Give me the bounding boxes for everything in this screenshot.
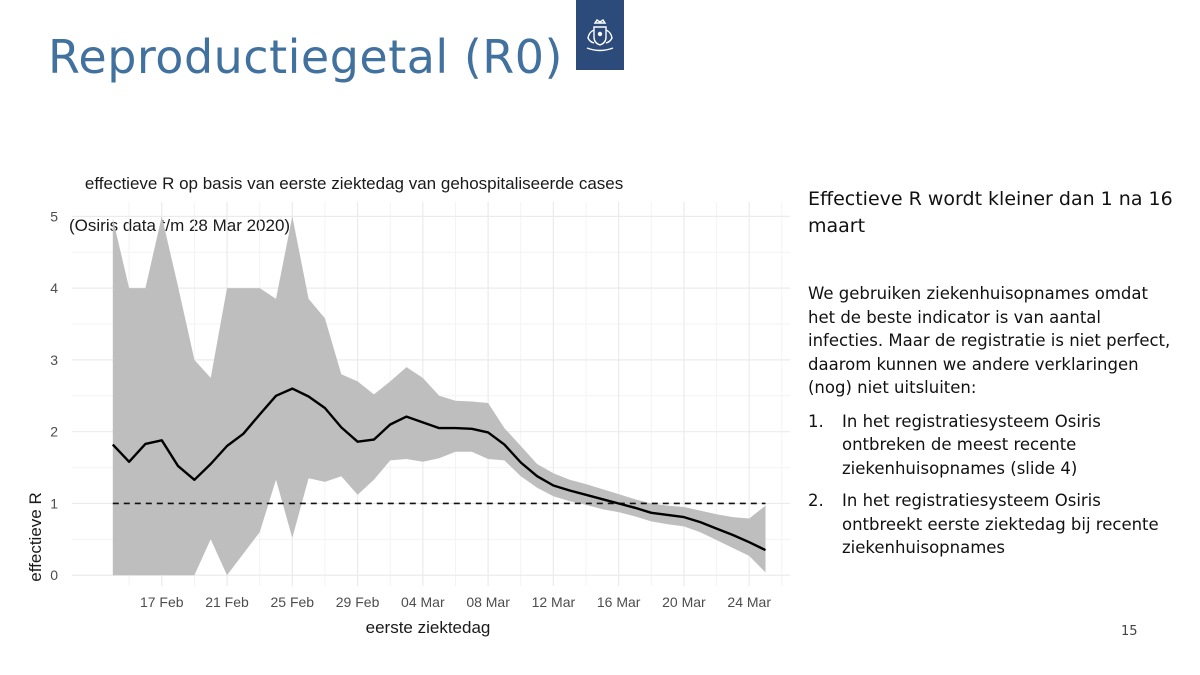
list-text: In het registratiesysteem Osiris ontbrek… (842, 411, 1101, 478)
right-panel: Effectieve R wordt kleiner dan 1 na 16 m… (808, 186, 1178, 569)
chart-plot: 17 Feb 21 Feb 25 Feb 29 Feb 04 Mar 08 Mar 12 M… (26, 202, 790, 637)
slide-title: Reproductiegetal (R0) (48, 30, 563, 84)
x-tick-label: 21 Feb (205, 594, 249, 610)
x-tick-label: 29 Feb (336, 594, 380, 610)
x-tick-label: 16 Mar (597, 594, 641, 610)
chart-title-block: effectieve R op basis van eerste ziekted… (66, 152, 623, 278)
confidence-band-area (112, 216, 766, 576)
reason-list: 1. In het registratiesysteem Osiris ontb… (808, 410, 1178, 560)
crown-emblem-icon (586, 19, 614, 52)
y-axis-label: effectieve R (26, 492, 45, 581)
chart-subtitle: (Osiris data t/m 28 Mar 2020) (69, 216, 291, 235)
x-tick-label: 08 Mar (466, 594, 510, 610)
y-tick-label: 4 (50, 280, 58, 296)
x-tick-label: 24 Mar (727, 594, 771, 610)
x-tick-label: 17 Feb (140, 594, 184, 610)
y-tick-label: 3 (50, 352, 58, 368)
list-number: 2. (808, 491, 824, 510)
tick-labels: 17 Feb 21 Feb 25 Feb 29 Feb 04 Mar 08 Mar 12 M… (50, 208, 771, 610)
list-text: In het registratiesysteem Osiris ontbree… (842, 491, 1159, 557)
explanation-paragraph: We gebruiken ziekenhuisopnames omdat het… (808, 284, 1171, 397)
y-tick-label: 0 (50, 567, 58, 583)
list-item: 2. In het registratiesysteem Osiris ontb… (808, 489, 1178, 560)
confidence-band (112, 216, 766, 576)
y-tick-label: 5 (50, 208, 58, 224)
list-number: 1. (808, 411, 824, 431)
y-tick-label: 1 (50, 495, 58, 511)
x-tick-label: 12 Mar (532, 594, 576, 610)
x-axis-label: eerste ziektedag (366, 618, 491, 637)
logo (576, 0, 624, 70)
series-line (111, 387, 767, 552)
x-tick-label: 25 Feb (270, 594, 314, 610)
page-number: 15 (1121, 624, 1138, 639)
x-tick-label: 04 Mar (401, 594, 445, 610)
list-item: 1. In het registratiesysteem Osiris ontb… (808, 410, 1178, 481)
y-tick-label: 2 (50, 424, 58, 440)
headline: Effectieve R wordt kleiner dan 1 na 16 m… (808, 188, 1173, 237)
chart: effectieve R op basis van eerste ziekted… (0, 140, 800, 640)
x-tick-label: 20 Mar (662, 594, 706, 610)
chart-title: effectieve R op basis van eerste ziekted… (84, 174, 624, 193)
series-line-group (111, 387, 767, 552)
